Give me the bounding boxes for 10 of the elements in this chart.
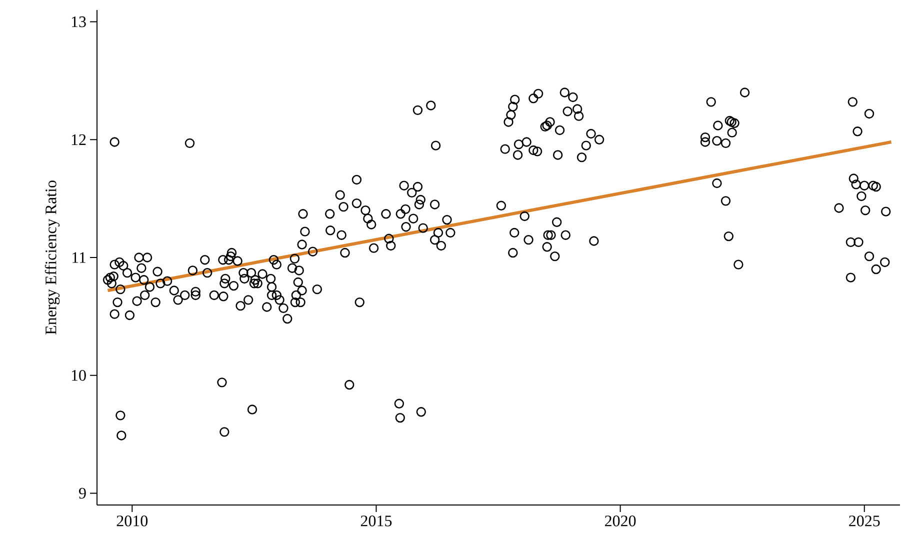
- y-tick-label: 12: [72, 134, 86, 145]
- x-tick-label: 2015: [360, 516, 392, 526]
- y-tick-label: 10: [72, 370, 86, 381]
- x-tick-label: 2010: [116, 516, 148, 526]
- x-tick-label: 2020: [605, 516, 636, 526]
- x-tick-label: 2025: [849, 516, 880, 526]
- y-axis-title: Energy Efficiency Ratio: [44, 180, 60, 335]
- y-tick-label: 11: [72, 252, 86, 263]
- y-tick-label: 13: [72, 16, 86, 28]
- y-tick-label: 9: [79, 488, 86, 499]
